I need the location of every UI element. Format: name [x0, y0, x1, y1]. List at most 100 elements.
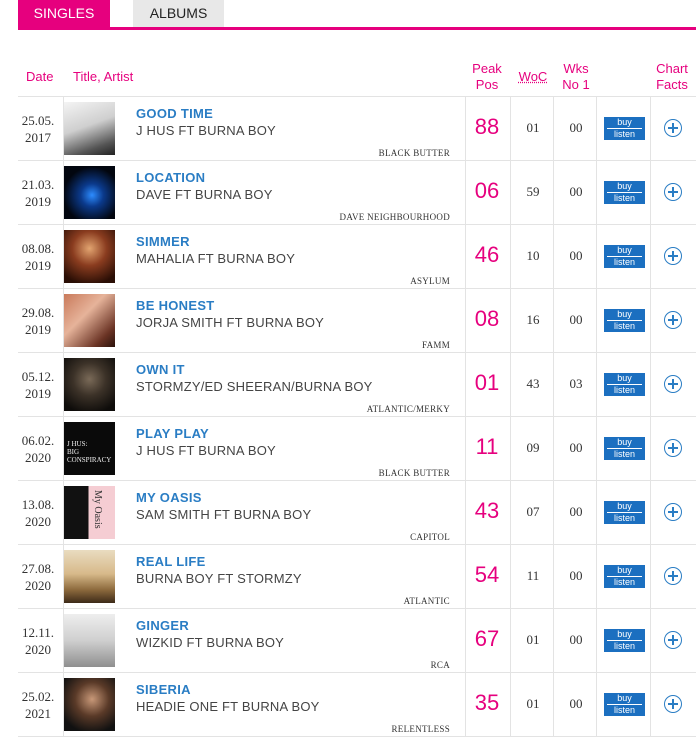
- header-date: Date: [26, 69, 54, 84]
- buy-link[interactable]: buy: [617, 565, 632, 575]
- table-row: 05.12. 2019 OWN IT STORMZY/ED SHEERAN/BURNA…: [18, 352, 696, 416]
- artist-name: MAHALIA FT BURNA BOY: [136, 251, 296, 266]
- artist-name: J HUS FT BURNA BOY: [136, 443, 276, 458]
- song-title[interactable]: MY OASIS: [136, 490, 202, 505]
- chart-facts-plus-icon[interactable]: [664, 119, 682, 137]
- table-row: 21.03. 2019 LOCATION DAVE FT BURNA BOY DAVE …: [18, 160, 696, 224]
- buy-listen-button[interactable]: buy listen: [604, 117, 645, 140]
- cover-art[interactable]: [64, 102, 115, 155]
- header-chart-facts: Chart Facts: [656, 61, 688, 92]
- buy-link[interactable]: buy: [617, 629, 632, 639]
- buy-listen-button[interactable]: buy listen: [604, 373, 645, 396]
- buy-listen-button[interactable]: buy listen: [604, 181, 645, 204]
- buy-link[interactable]: buy: [617, 117, 632, 127]
- listen-link[interactable]: listen: [613, 257, 635, 267]
- chart-facts-plus-icon[interactable]: [664, 631, 682, 649]
- buy-listen-button[interactable]: buy listen: [604, 245, 645, 268]
- buy-listen-button[interactable]: buy listen: [604, 693, 645, 716]
- tab-albums[interactable]: ALBUMS: [133, 0, 224, 27]
- chart-facts-plus-icon[interactable]: [664, 695, 682, 713]
- weeks-on-chart: 01: [526, 632, 540, 647]
- chart-facts-plus-icon[interactable]: [664, 375, 682, 393]
- row-divider: [18, 544, 696, 545]
- cover-art[interactable]: [64, 358, 115, 411]
- song-title[interactable]: LOCATION: [136, 170, 206, 185]
- buy-link[interactable]: buy: [617, 693, 632, 703]
- buy-listen-button[interactable]: buy listen: [604, 309, 645, 332]
- peak-position: 11: [475, 434, 499, 459]
- listen-link[interactable]: listen: [613, 321, 635, 331]
- listen-link[interactable]: listen: [613, 513, 635, 523]
- divider: [607, 256, 642, 257]
- buy-listen-button[interactable]: buy listen: [604, 501, 645, 524]
- song-title[interactable]: SIMMER: [136, 234, 190, 249]
- buy-link[interactable]: buy: [617, 437, 632, 447]
- weeks-on-chart: 01: [526, 696, 540, 711]
- cover-art[interactable]: My Oasis: [64, 486, 115, 539]
- song-title[interactable]: OWN IT: [136, 362, 185, 377]
- buy-listen-button[interactable]: buy listen: [604, 629, 645, 652]
- table-row: 08.08. 2019 SIMMER MAHALIA FT BURNA BOY ASYL…: [18, 224, 696, 288]
- divider: [607, 192, 642, 193]
- buy-link[interactable]: buy: [617, 501, 632, 511]
- artist-name: SAM SMITH FT BURNA BOY: [136, 507, 312, 522]
- chart-facts-plus-icon[interactable]: [664, 247, 682, 265]
- chart-facts-plus-icon[interactable]: [664, 503, 682, 521]
- peak-position: 88: [474, 114, 500, 139]
- artist-name: DAVE FT BURNA BOY: [136, 187, 273, 202]
- cover-art[interactable]: J HUS: BIG CONSPIRACY: [64, 422, 115, 475]
- listen-link[interactable]: listen: [613, 449, 635, 459]
- release-date: 06.02. 2020: [21, 433, 55, 465]
- divider: [607, 320, 642, 321]
- cover-art[interactable]: [64, 678, 115, 731]
- song-title[interactable]: GINGER: [136, 618, 190, 633]
- weeks-at-number-one: 00: [569, 184, 583, 199]
- release-date: 27.08. 2020: [21, 561, 55, 593]
- listen-link[interactable]: listen: [613, 193, 635, 203]
- song-title[interactable]: PLAY PLAY: [136, 426, 210, 441]
- release-date: 21.03. 2019: [21, 177, 55, 209]
- song-title[interactable]: GOOD TIME: [136, 106, 214, 121]
- chart-facts-plus-icon[interactable]: [664, 439, 682, 457]
- header-peak-pos: Peak Pos: [472, 61, 502, 92]
- table-row: 29.08. 2019 BE HONEST JORJA SMITH FT BURNA …: [18, 288, 696, 352]
- listen-link[interactable]: listen: [613, 129, 635, 139]
- record-label: ATLANTIC: [403, 596, 450, 606]
- release-date: 25.05. 2017: [21, 113, 55, 145]
- buy-listen-button[interactable]: buy listen: [604, 437, 645, 460]
- divider: [607, 704, 642, 705]
- record-label: ASYLUM: [410, 276, 450, 286]
- listen-link[interactable]: listen: [613, 577, 635, 587]
- buy-listen-button[interactable]: buy listen: [604, 565, 645, 588]
- song-title[interactable]: BE HONEST: [136, 298, 215, 313]
- song-title[interactable]: SIBERIA: [136, 682, 191, 697]
- record-label: BLACK BUTTER: [378, 468, 450, 478]
- weeks-at-number-one: 00: [569, 312, 583, 327]
- row-divider: [18, 160, 696, 161]
- divider: [607, 576, 642, 577]
- buy-link[interactable]: buy: [617, 309, 632, 319]
- listen-link[interactable]: listen: [613, 385, 635, 395]
- buy-link[interactable]: buy: [617, 181, 632, 191]
- tab-singles[interactable]: SINGLES: [18, 0, 110, 27]
- cover-art[interactable]: [64, 166, 115, 219]
- buy-link[interactable]: buy: [617, 373, 632, 383]
- cover-art[interactable]: [64, 550, 115, 603]
- weeks-at-number-one: 00: [569, 440, 583, 455]
- cover-text: J HUS: BIG CONSPIRACY: [67, 440, 112, 464]
- weeks-on-chart: 01: [526, 120, 540, 135]
- listen-link[interactable]: listen: [613, 641, 635, 651]
- cover-art[interactable]: [64, 294, 115, 347]
- listen-link[interactable]: listen: [613, 705, 635, 715]
- header-woc[interactable]: WoC: [518, 69, 548, 84]
- chart-facts-plus-icon[interactable]: [664, 567, 682, 585]
- peak-position: 35: [474, 690, 500, 715]
- chart-facts-plus-icon[interactable]: [664, 311, 682, 329]
- cover-art[interactable]: [64, 230, 115, 283]
- cover-art[interactable]: [64, 614, 115, 667]
- peak-position: 67: [474, 626, 500, 651]
- row-divider: [18, 416, 696, 417]
- chart-facts-plus-icon[interactable]: [664, 183, 682, 201]
- song-title[interactable]: REAL LIFE: [136, 554, 206, 569]
- buy-link[interactable]: buy: [617, 245, 632, 255]
